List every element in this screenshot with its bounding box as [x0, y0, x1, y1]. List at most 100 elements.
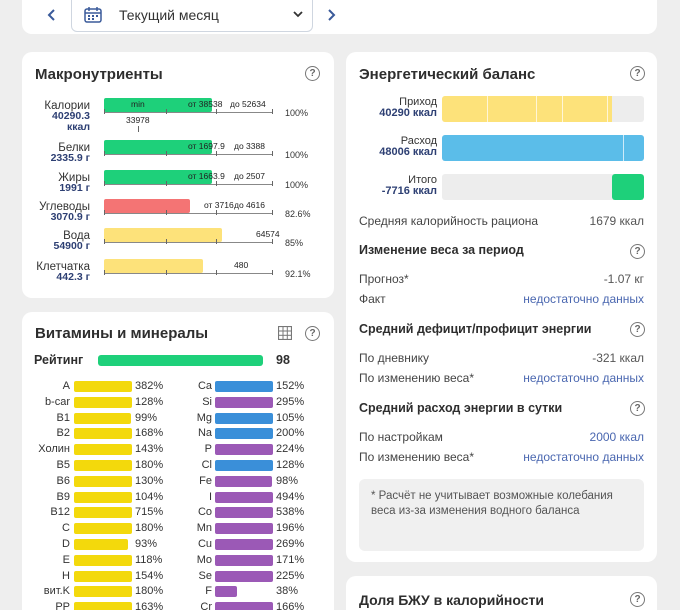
fact-label: Факт — [359, 292, 386, 306]
macro-range-label: 64574 — [256, 229, 280, 239]
weightchange-link[interactable]: недостаточно данных — [523, 371, 644, 385]
vitamin-bar — [74, 555, 132, 566]
settings-label: По настройкам — [359, 430, 443, 444]
prev-period-button[interactable] — [44, 5, 60, 25]
mineral-row: Mn 196% — [0, 522, 320, 535]
help-icon[interactable]: ? — [305, 66, 320, 81]
macro-range-label: от 3716 — [204, 200, 234, 210]
vitamin-row: PP 163% — [0, 601, 163, 610]
vitamin-percent: 118% — [135, 554, 163, 566]
mineral-name: Mg — [196, 412, 212, 424]
intake-value: 40290 ккал — [379, 107, 437, 119]
total-value: -7716 ккал — [381, 185, 437, 197]
bju-title: Доля БЖУ в калорийности — [359, 592, 545, 608]
table-icon[interactable] — [278, 326, 292, 340]
period-select[interactable]: Текущий месяц — [71, 0, 313, 32]
axis-tick — [104, 210, 105, 215]
vitamin-percent: 154% — [135, 570, 164, 582]
macro-row: Вода 54900 г 64574 85% — [0, 226, 310, 256]
macro-range-label: min — [131, 99, 145, 109]
macro-axis — [104, 242, 272, 243]
help-icon[interactable]: ? — [305, 326, 320, 341]
axis-tick — [216, 109, 217, 114]
settings-link[interactable]: 2000 ккал — [589, 430, 644, 444]
macro-row: Белки 2335.9 г от 1697.9 до 3388 100% — [0, 138, 310, 168]
macro-value: 442.3 г — [56, 271, 90, 283]
vitamin-row: A 382% — [0, 380, 163, 393]
axis-tick — [272, 210, 273, 215]
vitamin-row: C 180% — [0, 522, 163, 535]
next-period-button[interactable] — [323, 5, 339, 25]
vitamin-bar — [74, 571, 132, 582]
mineral-percent: 105% — [276, 412, 305, 424]
mineral-percent: 269% — [276, 538, 305, 550]
axis-tick — [216, 151, 217, 156]
macro-range-label: 480 — [234, 260, 249, 270]
mineral-name: F — [205, 585, 212, 597]
deficit-title: Средний дефицит/профицит энергии — [359, 322, 592, 336]
mineral-bar — [215, 539, 273, 550]
bju-card — [346, 576, 657, 610]
macro-value: 3070.9 г — [50, 211, 90, 223]
help-icon[interactable]: ? — [630, 244, 645, 259]
help-icon[interactable]: ? — [630, 592, 645, 607]
mineral-percent: 152% — [276, 380, 305, 392]
macro-axis — [104, 112, 272, 113]
macro-min-label: 33978 — [126, 115, 150, 125]
macro-unit: ккал — [66, 121, 90, 133]
mineral-percent: 225% — [276, 570, 305, 582]
mineral-bar — [215, 492, 273, 503]
chevron-left-icon — [47, 9, 55, 21]
vitamin-percent: 168% — [135, 427, 164, 439]
macro-range-label: от 1697.9 — [188, 141, 225, 151]
macro-bar: от 1697.9 до 3388 — [104, 140, 272, 154]
macro-range-label: от 1663.9 — [188, 171, 225, 181]
macro-name: Жиры — [58, 172, 90, 184]
mineral-name: Cl — [201, 459, 212, 471]
expense-bar — [442, 135, 644, 161]
help-icon[interactable]: ? — [630, 66, 645, 81]
axis-tick — [216, 239, 217, 244]
total-label: Итого — [408, 174, 437, 186]
mineral-percent: 494% — [276, 491, 305, 503]
axis-tick — [166, 210, 167, 215]
axis-tick — [166, 109, 167, 114]
intake-bar — [442, 96, 644, 122]
vitamin-name: b-car — [44, 396, 70, 408]
diary-label: По дневнику — [359, 351, 430, 365]
mineral-name: Co — [197, 506, 212, 518]
rating-bar — [98, 355, 263, 366]
axis-tick — [104, 270, 105, 275]
vitamin-row: B9 104% — [0, 491, 163, 504]
mineral-bar — [215, 397, 273, 408]
macro-value: 1991 г — [59, 182, 90, 194]
macro-percent: 82.6% — [285, 209, 311, 219]
mineral-percent: 38% — [276, 585, 299, 597]
vitamin-name: B2 — [56, 427, 70, 439]
vitamin-row: H 154% — [0, 570, 163, 583]
help-icon[interactable]: ? — [630, 401, 645, 416]
vitamin-row: Холин 143% — [0, 443, 163, 456]
weightchange2-link[interactable]: недостаточно данных — [523, 450, 644, 464]
macro-percent: 85% — [285, 238, 304, 248]
vitamin-bar — [74, 413, 131, 424]
bar-segment — [607, 96, 608, 122]
vitamin-bar — [74, 428, 132, 439]
macro-range-label: до 52634 — [230, 99, 266, 109]
axis-tick — [166, 181, 167, 186]
vitamin-row: вит.K 180% — [0, 585, 163, 598]
mineral-name: P — [204, 443, 212, 455]
vitamin-row: b-car 128% — [0, 396, 163, 409]
total-bar — [442, 174, 644, 200]
fact-link[interactable]: недостаточно данных — [523, 292, 644, 306]
axis-tick — [166, 151, 167, 156]
axis-tick — [272, 181, 273, 186]
vitamin-percent: 99% — [135, 412, 158, 424]
macro-percent: 100% — [285, 150, 309, 160]
help-icon[interactable]: ? — [630, 322, 645, 337]
macro-name: Белки — [58, 142, 90, 154]
macro-percent: 100% — [285, 180, 309, 190]
macro-bar: 64574 — [104, 228, 280, 242]
vitamin-bar — [74, 476, 132, 487]
mineral-bar — [215, 523, 273, 534]
